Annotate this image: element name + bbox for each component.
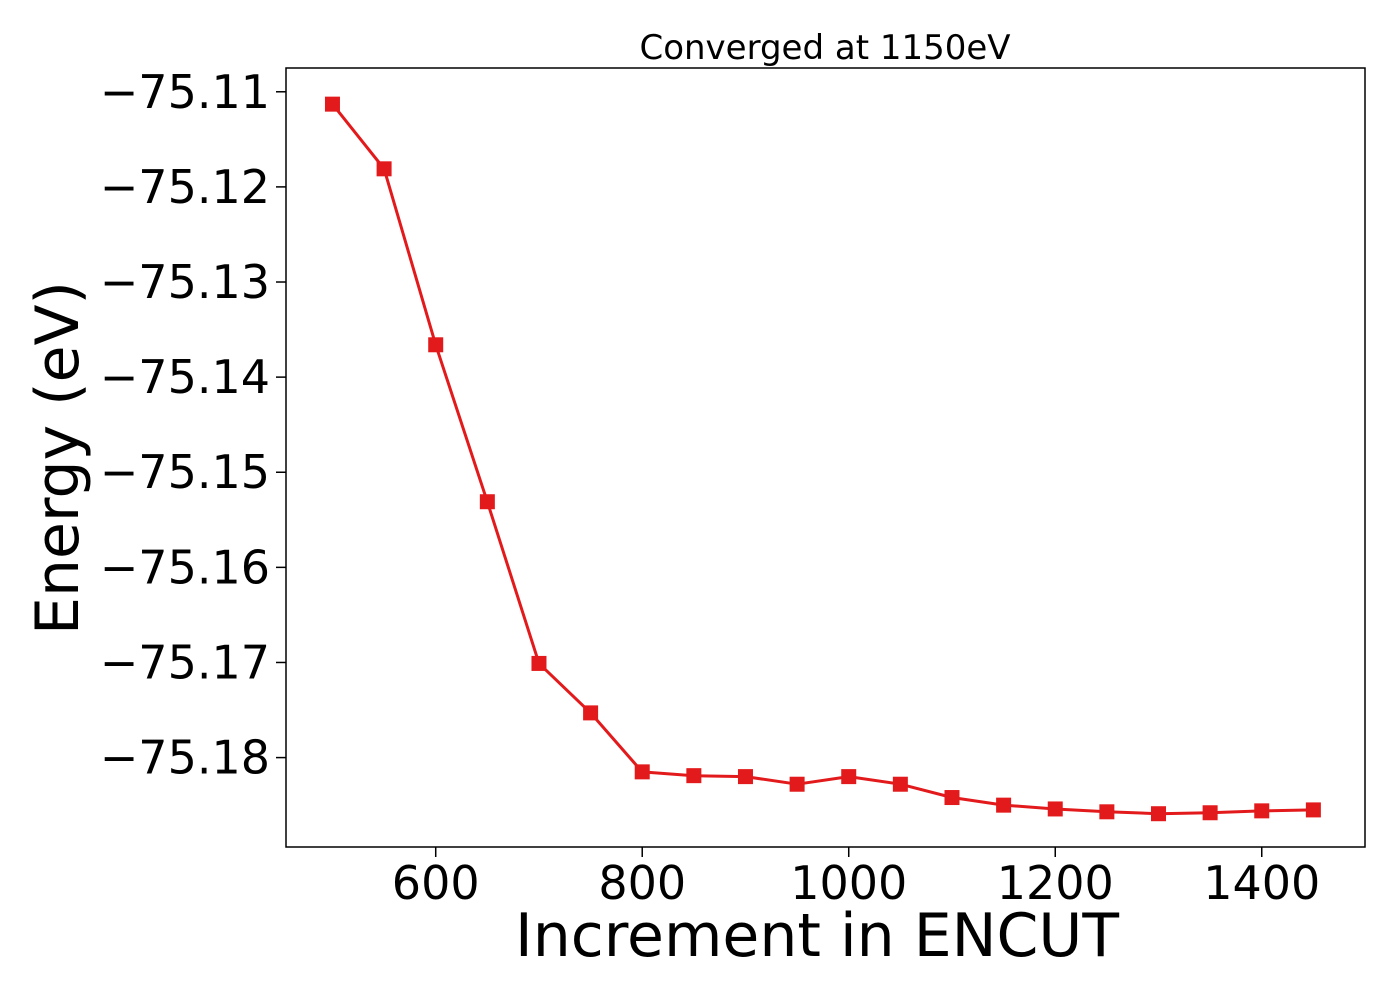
x-tick-label: 800 — [598, 856, 686, 910]
data-point — [324, 96, 340, 112]
data-point — [789, 776, 805, 792]
y-tick-label: −75.16 — [100, 540, 270, 594]
y-tick-label: −75.15 — [100, 445, 270, 499]
data-point — [1305, 802, 1321, 818]
data-point — [737, 769, 753, 785]
data-point — [1099, 804, 1115, 820]
y-tick-label: −75.17 — [100, 635, 270, 689]
y-tick-label: −75.11 — [100, 65, 270, 119]
data-point — [1254, 803, 1270, 819]
data-point — [1202, 805, 1218, 821]
x-axis-title: Increment in ENCUT — [515, 901, 1119, 971]
plot-area: 600 800 1000 1200 1400 −75.11−75.12−75.13−75… — [100, 65, 1366, 910]
data-point — [583, 705, 599, 721]
data-point — [634, 764, 650, 780]
data-point — [479, 494, 495, 510]
data-point — [841, 769, 857, 785]
data-point — [1047, 801, 1063, 817]
data-point — [1150, 806, 1166, 822]
data-point — [428, 337, 444, 353]
x-axis-ticks: 600 800 1000 1200 1400 — [392, 847, 1320, 910]
data-point — [376, 161, 392, 177]
plot-frame — [285, 67, 1366, 848]
series-line — [331, 103, 1314, 816]
y-tick-label: −75.13 — [100, 255, 270, 309]
data-point — [531, 655, 547, 671]
data-point — [944, 790, 960, 806]
y-tick-label: −75.14 — [100, 350, 270, 404]
x-tick-label: 1000 — [790, 856, 907, 910]
series-layer — [324, 96, 1321, 822]
y-tick-label: −75.18 — [100, 731, 270, 785]
data-point — [996, 797, 1012, 813]
x-tick-label: 600 — [392, 856, 480, 910]
y-tick-label: −75.12 — [100, 160, 270, 214]
data-point — [686, 768, 702, 784]
chart-title: Converged at 1150eV — [639, 28, 1010, 68]
x-tick-label: 1200 — [997, 856, 1114, 910]
y-axis-title: Energy (eV) — [23, 281, 93, 635]
y-axis-ticks: −75.11 −75.12 −75.13 −75.14 −75.15 −75.16 −75.… — [100, 65, 286, 785]
data-point — [892, 776, 908, 792]
x-tick-label: 1400 — [1203, 856, 1320, 910]
